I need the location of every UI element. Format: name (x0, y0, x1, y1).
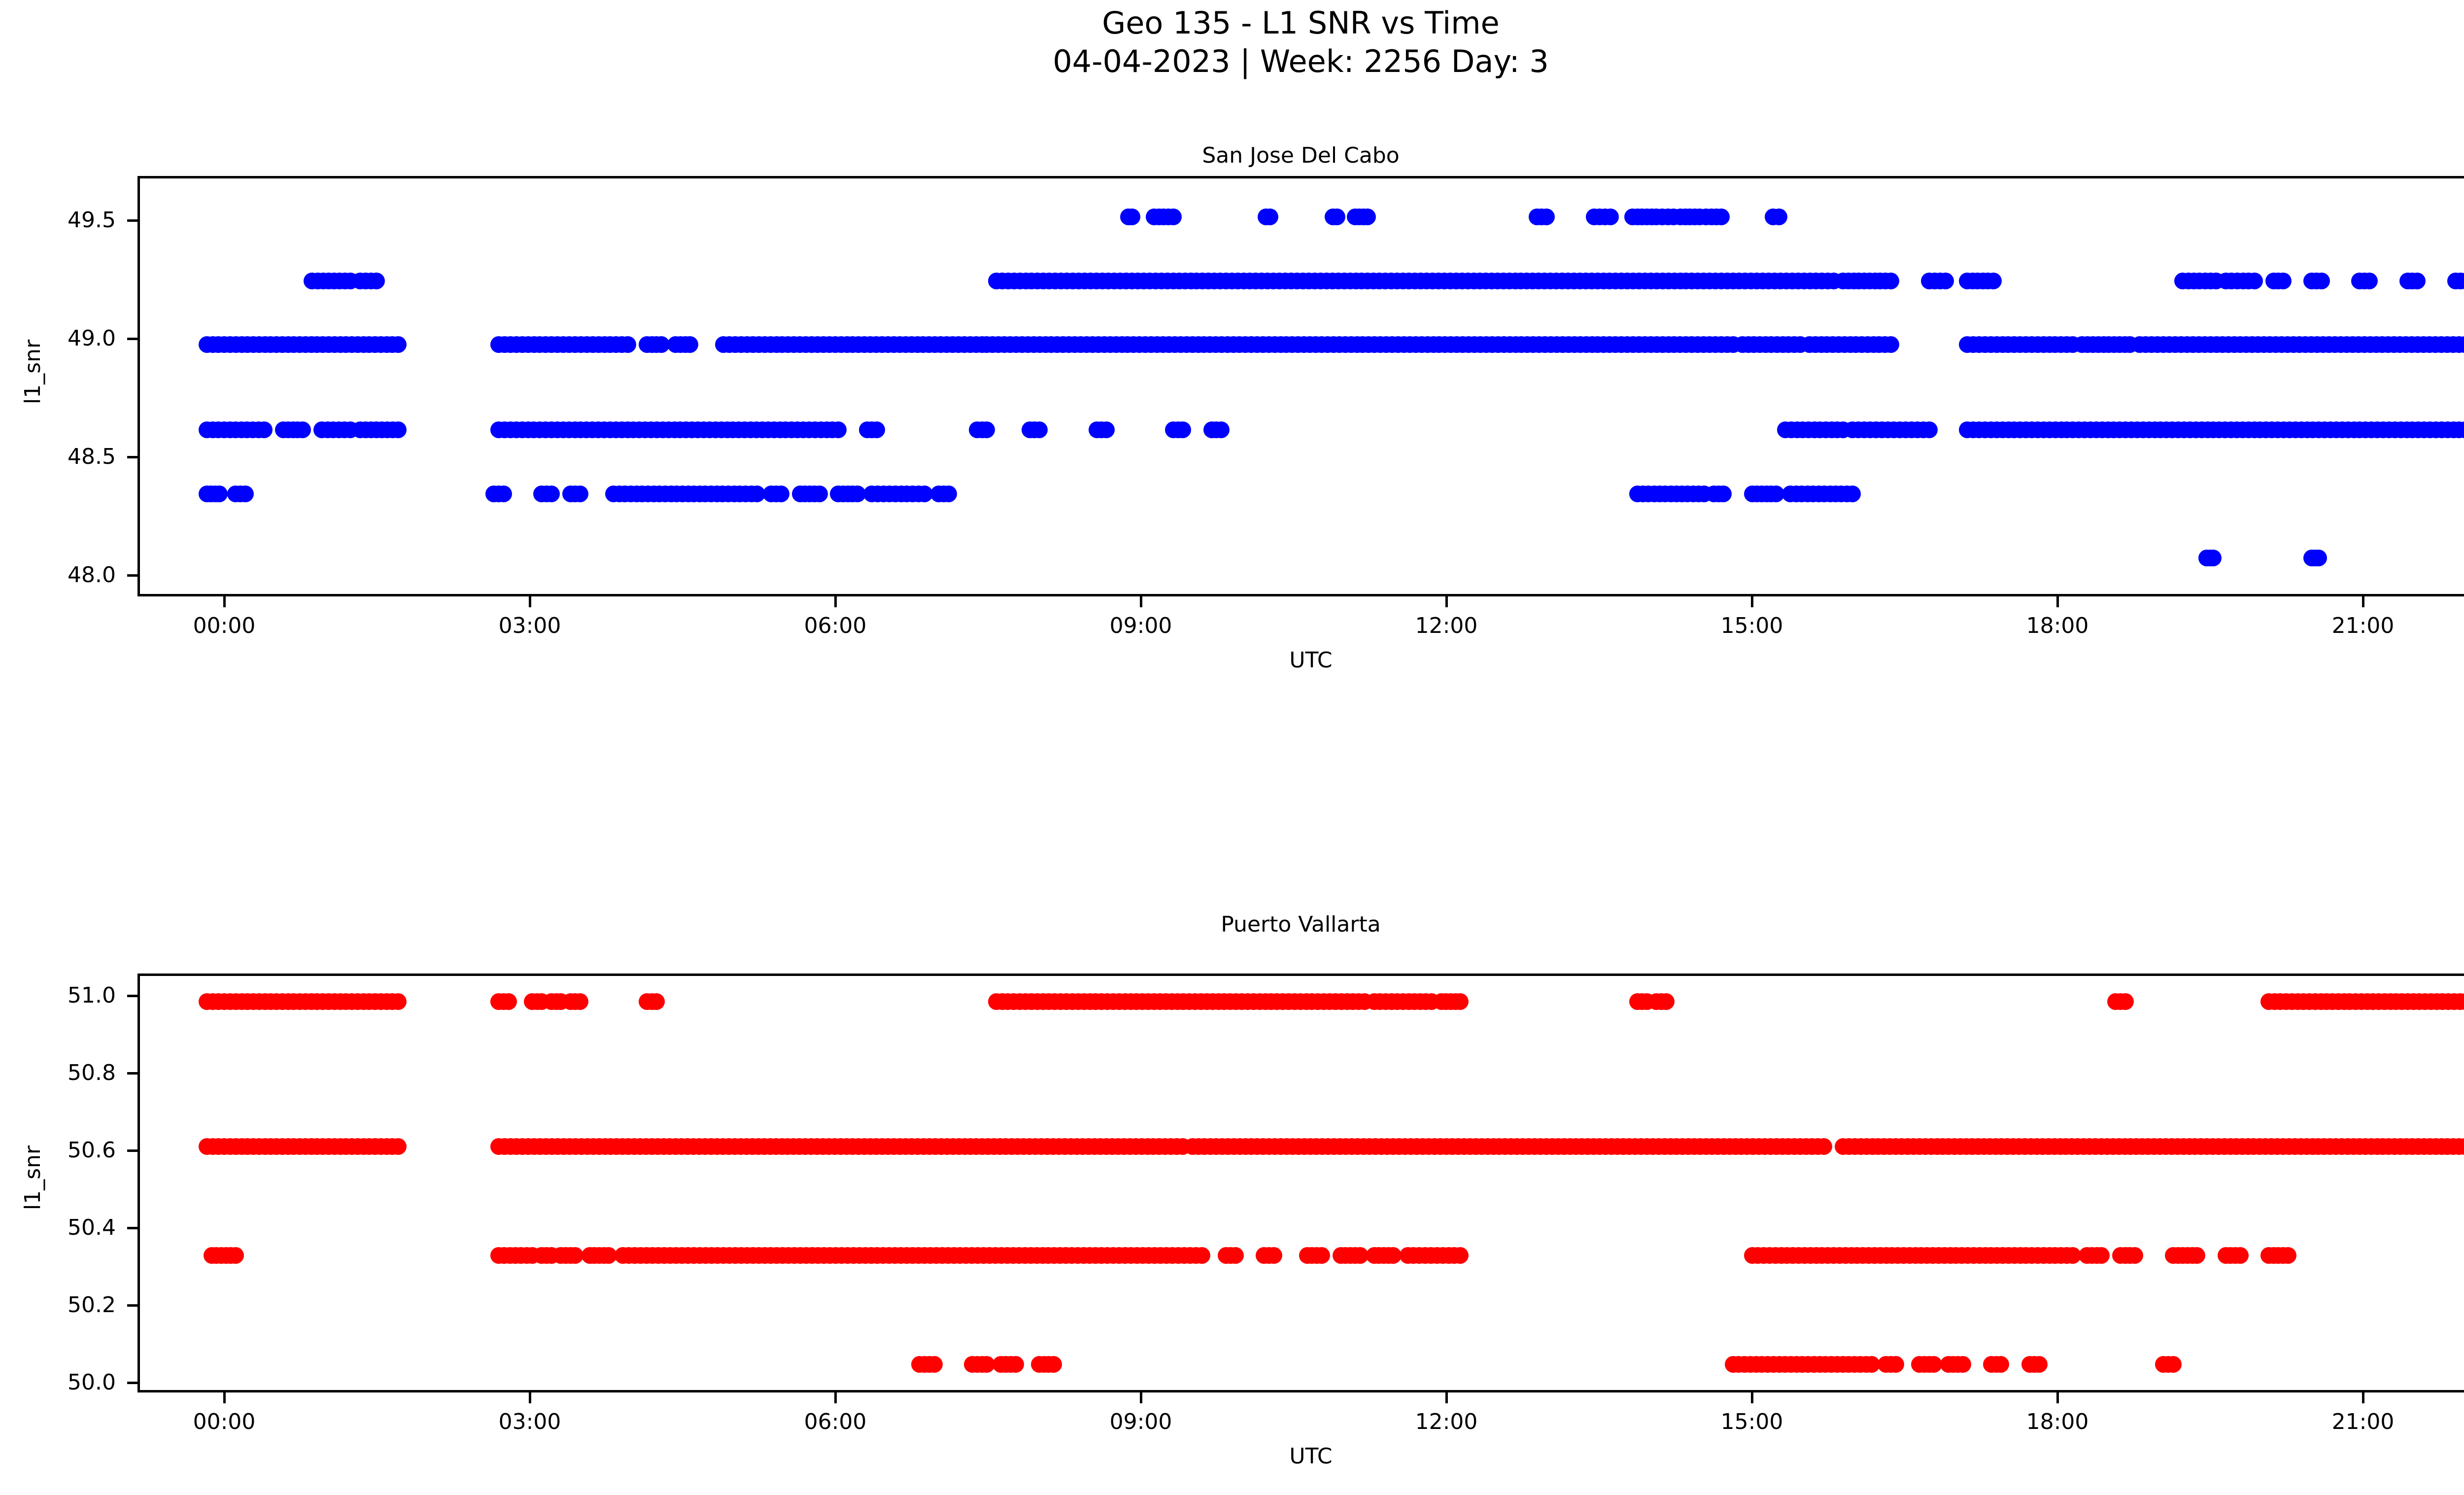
x-tick-label: 15:00 (1720, 1409, 1783, 1434)
x-tick-mark (1751, 1392, 1753, 1403)
y-tick-label: 48.0 (68, 562, 116, 588)
scatter-points-top (140, 178, 2464, 594)
y-tick-label: 49.5 (68, 208, 116, 233)
x-axis-label-top: UTC (1289, 648, 1333, 673)
y-tick-label: 50.0 (68, 1370, 116, 1395)
x-tick-label: 00:00 (193, 613, 256, 638)
x-tick-label: 12:00 (1415, 613, 1478, 638)
y-tick-label: 50.6 (68, 1138, 116, 1163)
x-tick-mark (223, 1392, 226, 1403)
x-tick-mark (1751, 596, 1753, 607)
x-tick-mark (2056, 1392, 2059, 1403)
x-tick-label: 12:00 (1415, 1409, 1478, 1434)
y-tick-mark (127, 1149, 138, 1152)
axes-title-bottom: Puerto Vallarta (1221, 912, 1381, 937)
panel-puerto-vallarta: Puerto Vallarta l1_snr 51.0 50.8 50.6 50… (0, 902, 2464, 1495)
y-tick-mark (127, 338, 138, 340)
y-tick-label: 50.4 (68, 1215, 116, 1240)
figure-suptitle: Geo 135 - L1 SNR vs Time 04-04-2023 | We… (0, 4, 2464, 81)
x-tick-label: 21:00 (2331, 1409, 2395, 1434)
y-tick-mark (127, 1382, 138, 1384)
x-tick-mark (1140, 596, 1142, 607)
x-tick-mark (2056, 596, 2059, 607)
x-tick-label: 00:00 (193, 1409, 256, 1434)
y-tick-label: 50.8 (68, 1060, 116, 1085)
x-tick-mark (1445, 596, 1448, 607)
x-tick-mark (1445, 1392, 1448, 1403)
x-tick-mark (223, 596, 226, 607)
y-tick-mark (127, 1072, 138, 1075)
y-tick-mark (127, 456, 138, 458)
x-tick-mark (529, 1392, 531, 1403)
y-tick-mark (127, 1304, 138, 1307)
x-tick-label: 06:00 (804, 613, 867, 638)
y-tick-label: 48.5 (68, 444, 116, 469)
x-tick-label: 09:00 (1109, 613, 1172, 638)
x-tick-mark (834, 596, 837, 607)
x-tick-mark (1140, 1392, 1142, 1403)
y-tick-mark (127, 995, 138, 997)
panel-san-jose-del-cabo: San Jose Del Cabo l1_snr 49.5 49.0 48.5 … (0, 74, 2464, 715)
scatter-points-bottom (140, 976, 2464, 1390)
y-tick-label: 51.0 (68, 983, 116, 1008)
x-tick-label: 03:00 (498, 613, 561, 638)
x-tick-label: 06:00 (804, 1409, 867, 1434)
x-tick-label: 09:00 (1109, 1409, 1172, 1434)
x-tick-label: 03:00 (498, 1409, 561, 1434)
suptitle-line-2: 04-04-2023 | Week: 2256 Day: 3 (1053, 43, 1549, 79)
x-tick-label: 21:00 (2331, 613, 2395, 638)
plot-area-bottom (137, 973, 2464, 1392)
x-tick-label: 15:00 (1720, 613, 1783, 638)
x-tick-mark (834, 1392, 837, 1403)
y-tick-label: 49.0 (68, 326, 116, 351)
suptitle-line-1: Geo 135 - L1 SNR vs Time (1102, 5, 1500, 41)
x-tick-label: 18:00 (2026, 1409, 2089, 1434)
y-tick-mark (127, 219, 138, 222)
y-tick-label: 50.2 (68, 1292, 116, 1318)
x-tick-mark (2362, 1392, 2364, 1403)
plot-area-top (137, 176, 2464, 596)
axes-title-top: San Jose Del Cabo (1202, 143, 1400, 168)
x-axis-label-bottom: UTC (1289, 1444, 1333, 1469)
y-tick-mark (127, 1227, 138, 1229)
x-tick-mark (2362, 596, 2364, 607)
y-tick-mark (127, 574, 138, 577)
x-tick-label: 18:00 (2026, 613, 2089, 638)
x-tick-mark (529, 596, 531, 607)
